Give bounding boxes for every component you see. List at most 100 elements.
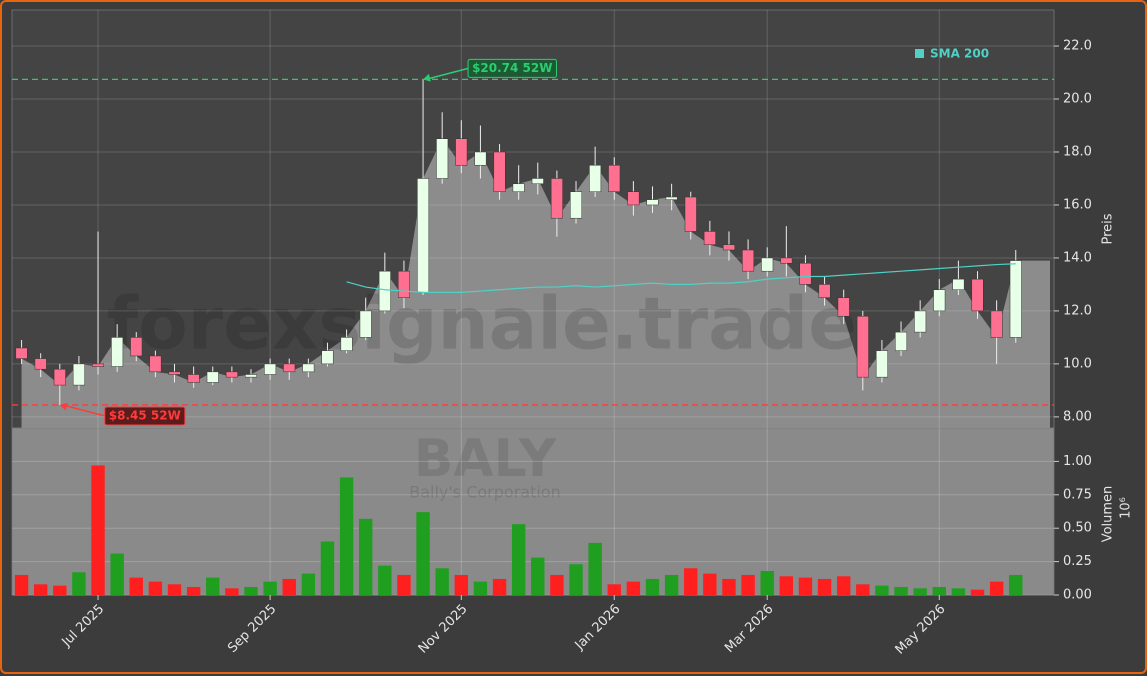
candle-body [933, 289, 946, 312]
volume-bar [72, 572, 86, 595]
y-axis-scale: 10⁶ [1119, 497, 1134, 519]
candle-body [608, 164, 621, 192]
x-tick-label: Sep 2025 [225, 602, 279, 656]
candle-body [550, 178, 563, 219]
candle-body [417, 178, 430, 293]
volume-bar [301, 573, 316, 595]
y-tick-label: 12.0 [1063, 303, 1092, 318]
candle-body [742, 249, 755, 272]
x-tick-label: Nov 2025 [416, 602, 471, 657]
candle-body [722, 244, 735, 251]
annotation-label: $20.74 52W [472, 61, 552, 75]
y-tick-label: 0.25 [1063, 554, 1092, 569]
volume-bar [684, 568, 698, 595]
price-area [21, 138, 1050, 428]
candle-body [111, 337, 124, 367]
candle-body [455, 138, 468, 166]
volume-bar [894, 586, 908, 595]
candle-body [837, 297, 850, 317]
y-tick-label: 20.0 [1063, 92, 1092, 107]
y-tick-label: 0.50 [1063, 521, 1092, 536]
candle-body [875, 350, 888, 378]
volume-bar [970, 589, 985, 595]
volume-bar [856, 584, 870, 595]
volume-bar [225, 588, 239, 595]
volume-bar [913, 588, 927, 595]
candle-body [149, 355, 162, 373]
x-tick-label: May 2026 [893, 602, 949, 658]
volume-bar [588, 542, 602, 595]
y-axis-label: Volumen [1101, 486, 1116, 543]
volume-bar [282, 578, 296, 595]
volume-bar [263, 581, 277, 595]
candle-body [168, 371, 181, 375]
annotation-box [467, 58, 557, 78]
candle-body [53, 368, 66, 386]
candle-body [703, 231, 716, 245]
annotation-arrow [62, 404, 105, 417]
candle-body [665, 196, 678, 200]
volume-bar [53, 585, 67, 595]
volume-bar [989, 581, 1004, 595]
y-axis-label: Preis [1101, 213, 1116, 244]
candle-body [92, 363, 105, 367]
volume-bar [148, 581, 163, 595]
candle-body [531, 178, 544, 185]
candle-body [378, 270, 391, 312]
y-tick-label: 22.0 [1063, 39, 1092, 54]
y-tick-label: 0.75 [1063, 487, 1092, 502]
candle-body [493, 151, 506, 192]
volume-bar [607, 584, 621, 595]
annotation-arrowhead [423, 73, 431, 82]
volume-bar [645, 578, 660, 595]
volume-bar [875, 585, 889, 595]
volume-bar [511, 524, 526, 595]
candle-body [206, 371, 219, 383]
volume-bar [741, 574, 755, 595]
candle-body [570, 191, 583, 219]
watermark: forexsignale.trade [107, 282, 857, 366]
annotation: $8.45 52W [104, 406, 186, 426]
candle-body [914, 310, 927, 333]
volume-bar [167, 584, 182, 595]
volume-bar [359, 518, 373, 595]
candle-body [799, 262, 812, 285]
candle-body [436, 138, 449, 179]
volume-bar [91, 465, 105, 595]
candle-body [72, 363, 85, 386]
candle-body [15, 347, 28, 359]
candle-body [474, 151, 487, 166]
candle-body [780, 257, 793, 264]
candle-body [34, 358, 47, 370]
volume-title: BALY [414, 429, 558, 489]
candle-body [340, 337, 353, 351]
x-tick-label: Jan 2026 [572, 602, 624, 654]
volume-bar [473, 581, 488, 595]
candle-body [761, 257, 774, 272]
volume-bar [664, 574, 679, 595]
y-tick-label: 10.0 [1063, 356, 1092, 371]
legend-label: SMA 200 [930, 47, 989, 61]
volume-bar [836, 576, 851, 595]
candle-body [627, 191, 640, 206]
candle-body [283, 363, 296, 373]
volume-bar [569, 564, 583, 595]
annotation-label: $8.45 52W [109, 408, 181, 422]
candle-body [1009, 260, 1022, 338]
y-tick-label: 8.00 [1063, 409, 1092, 424]
candle-body [245, 374, 257, 378]
volume-bar [1009, 574, 1023, 595]
candle-body [187, 374, 200, 383]
candle-body [818, 284, 831, 298]
volume-bar [951, 588, 966, 595]
candle-body [990, 310, 1003, 338]
candle-body [359, 310, 372, 338]
annotation-box [104, 406, 186, 426]
volume-bar [703, 573, 717, 595]
volume-bar [435, 568, 449, 595]
annotation-arrow [425, 67, 469, 81]
volume-bar [550, 574, 564, 595]
y-tick-label: 14.0 [1063, 250, 1092, 265]
candle-body [397, 270, 410, 298]
